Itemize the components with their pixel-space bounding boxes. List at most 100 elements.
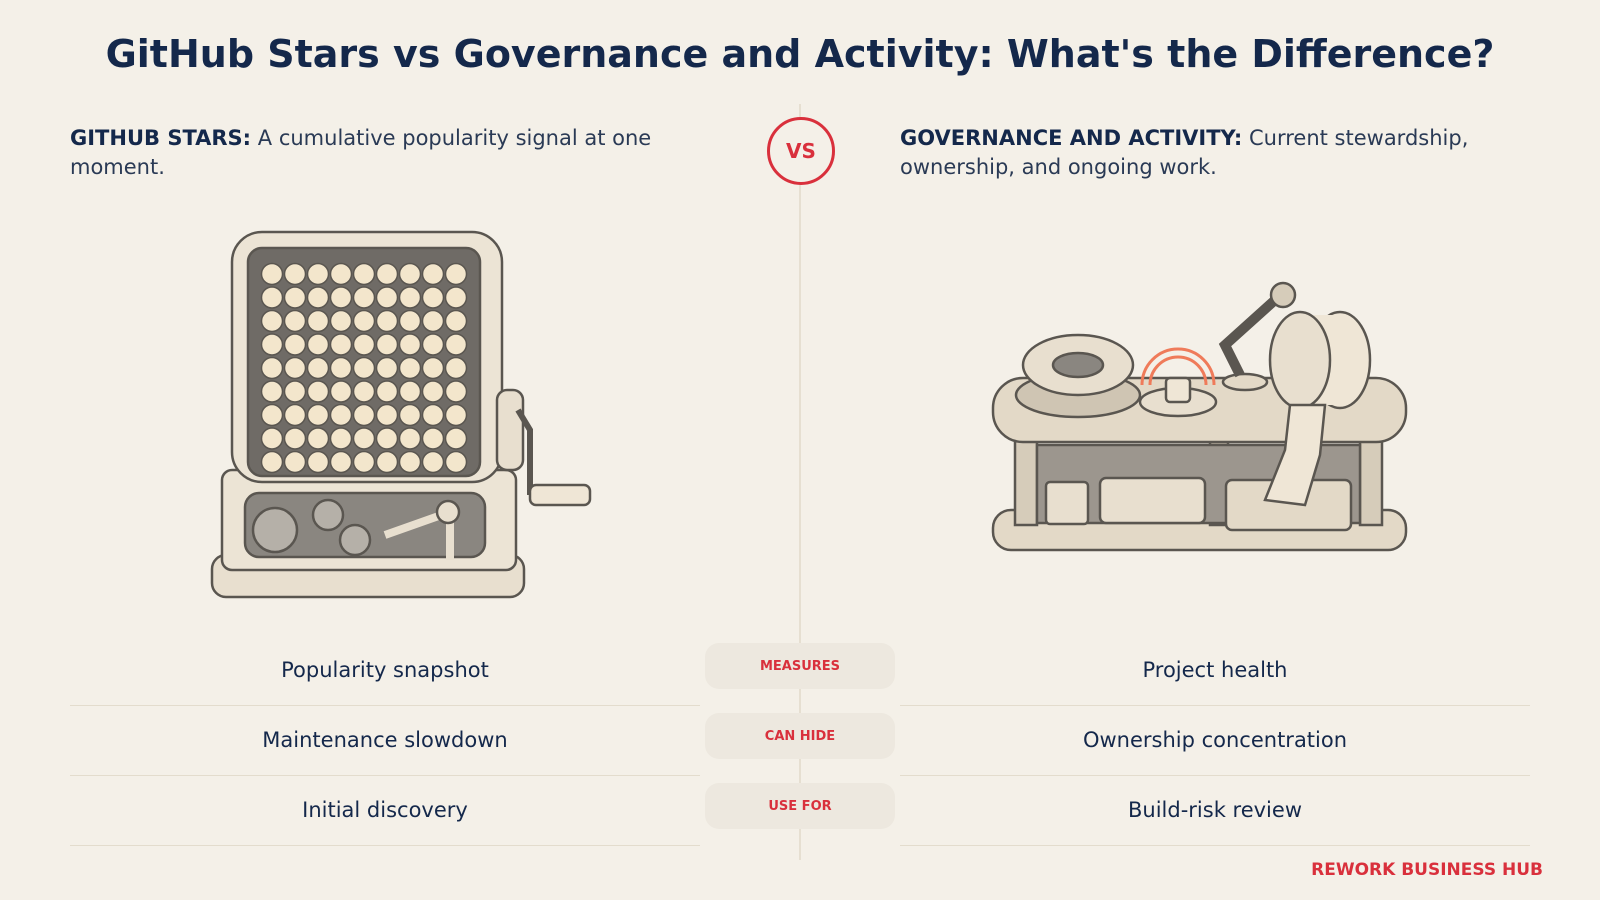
- left-label: GITHUB STARS:: [70, 126, 252, 150]
- bead: [260, 427, 284, 450]
- bead: [283, 450, 307, 474]
- bead: [306, 380, 330, 403]
- bead: [421, 286, 445, 309]
- bead: [398, 380, 422, 403]
- bead: [329, 380, 353, 403]
- left-cell: Popularity snapshot: [70, 635, 700, 706]
- bead: [444, 286, 468, 309]
- bead: [306, 450, 330, 474]
- bead: [283, 403, 307, 427]
- bead: [375, 286, 399, 309]
- bead: [329, 450, 353, 474]
- bead: [283, 380, 307, 403]
- bead: [352, 427, 376, 450]
- bead: [329, 333, 353, 356]
- right-label: GOVERNANCE AND ACTIVITY:: [900, 126, 1243, 150]
- bead: [306, 286, 330, 309]
- bead: [329, 356, 353, 380]
- bead: [352, 450, 376, 474]
- bead: [398, 356, 422, 380]
- bead: [283, 262, 307, 286]
- bead: [398, 262, 422, 286]
- bead: [283, 309, 307, 333]
- bead: [260, 262, 284, 286]
- bead: [375, 262, 399, 286]
- left-cell: Initial discovery: [70, 775, 700, 846]
- bead: [306, 309, 330, 333]
- bead: [398, 309, 422, 333]
- bead: [375, 450, 399, 474]
- bead: [444, 262, 468, 286]
- bead: [421, 403, 445, 427]
- right-description: Current stewardship, ownership, and ongo…: [900, 126, 1469, 179]
- bead: [444, 427, 468, 450]
- bead: [375, 380, 399, 403]
- bead: [352, 333, 376, 356]
- bead: [421, 450, 445, 474]
- divider: [799, 104, 801, 860]
- bead: [329, 286, 353, 309]
- right-cell: Ownership concentration: [900, 705, 1530, 776]
- bead: [375, 403, 399, 427]
- bead: [306, 427, 330, 450]
- bead: [375, 356, 399, 380]
- bead: [329, 427, 353, 450]
- bead: [283, 286, 307, 309]
- bead: [444, 356, 468, 380]
- bead: [375, 427, 399, 450]
- row-label: USE FOR: [705, 783, 895, 829]
- bead: [329, 309, 353, 333]
- row-label: CAN HIDE: [705, 713, 895, 759]
- bead: [260, 309, 284, 333]
- bead: [260, 286, 284, 309]
- bead: [421, 262, 445, 286]
- bead: [421, 356, 445, 380]
- bead: [398, 450, 422, 474]
- left-heading: GITHUB STARS: A cumulative popularity si…: [70, 124, 670, 182]
- bead: [283, 427, 307, 450]
- bead: [352, 356, 376, 380]
- bead: [352, 262, 376, 286]
- bead: [329, 262, 353, 286]
- bead: [444, 309, 468, 333]
- bead: [283, 333, 307, 356]
- bead: [260, 333, 284, 356]
- bead: [306, 333, 330, 356]
- bead: [421, 380, 445, 403]
- bead: [375, 309, 399, 333]
- bead: [398, 403, 422, 427]
- right-heading: GOVERNANCE AND ACTIVITY: Current steward…: [900, 124, 1500, 182]
- left-description: A cumulative popularity signal at one mo…: [70, 126, 652, 179]
- bead: [329, 403, 353, 427]
- bead: [398, 427, 422, 450]
- bead: [444, 333, 468, 356]
- bead: [352, 380, 376, 403]
- bead: [444, 450, 468, 474]
- bead: [352, 286, 376, 309]
- bead: [444, 403, 468, 427]
- title: GitHub Stars vs Governance and Activity:…: [105, 32, 1495, 76]
- bead: [283, 356, 307, 380]
- bead: [352, 309, 376, 333]
- bead: [398, 333, 422, 356]
- vs-badge: VS: [767, 117, 835, 185]
- bead: [352, 403, 376, 427]
- left-cell: Maintenance slowdown: [70, 705, 700, 776]
- bead: [306, 356, 330, 380]
- bead: [260, 356, 284, 380]
- bead: [421, 333, 445, 356]
- right-cell: Build-risk review: [900, 775, 1530, 846]
- bead: [398, 286, 422, 309]
- bead: [260, 380, 284, 403]
- bead: [306, 403, 330, 427]
- bead: [306, 262, 330, 286]
- right-cell: Project health: [900, 635, 1530, 706]
- stars-machine: [210, 230, 592, 599]
- bead: [421, 427, 445, 450]
- brand: REWORK BUSINESS HUB: [1311, 860, 1543, 880]
- row-label: MEASURES: [705, 643, 895, 689]
- bead: [444, 380, 468, 403]
- bead: [375, 333, 399, 356]
